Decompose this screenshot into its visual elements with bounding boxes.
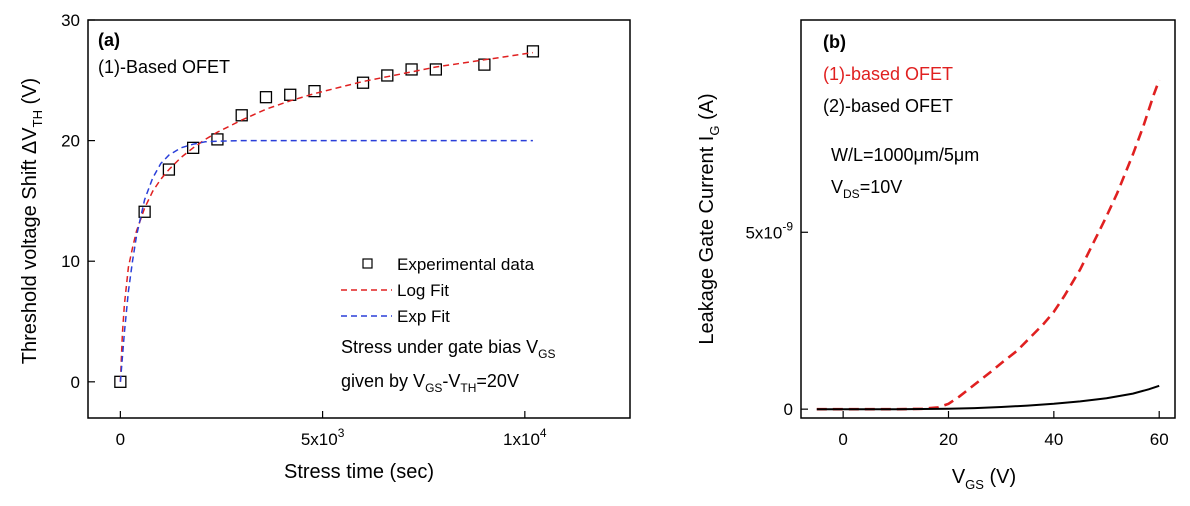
panel-a-y-tick-label: 10: [61, 252, 80, 271]
stress-note-line2-c: =20V: [476, 371, 519, 391]
panel-b-y-axis-title-sub: G: [707, 126, 722, 136]
panel-a-y-tick-label: 30: [61, 11, 80, 30]
panel-b-note-vds-sub: DS: [843, 187, 860, 201]
stress-note-line2-sub1: GS: [425, 381, 442, 395]
legend-label-experimental: Experimental data: [397, 255, 535, 274]
panel-b-note-wl: W/L=1000μm/5μm: [831, 145, 979, 165]
stress-note-line1-sub: GS: [538, 347, 555, 361]
legend-marker-experimental: [362, 258, 373, 269]
panel-b-series: [816, 79, 1161, 411]
panel-b-x-tick-label: 60: [1150, 430, 1169, 449]
stress-note-line2: given by VGS-VTH=20V: [341, 371, 519, 395]
stress-note-line2-b: -V: [442, 371, 460, 391]
panel-b-y-axis-title: Leakage Gate Current IG (A): [696, 93, 722, 344]
panel-a-y-axis-title: Threshold voltage Shift ΔVTH (V): [19, 78, 45, 364]
panel-b-series-line-1-based-ofet: [816, 79, 1161, 411]
panel-b-note-vds: VDS=10V: [831, 177, 902, 201]
stress-note-line2-sub2: TH: [460, 381, 476, 395]
panel-b-x-axis-title-sub: GS: [965, 477, 984, 492]
panel-a-y-axis-title-sub: TH: [30, 110, 45, 127]
panel-b-note-vds-v: V: [831, 177, 843, 197]
panel-b-label: (b): [823, 32, 846, 52]
panel-a-point-experimental-data: [405, 63, 418, 76]
panel-a-device-annotation: (1)-Based OFET: [98, 57, 230, 77]
panel-a-point-experimental-data: [138, 205, 151, 218]
panel-a-series-line-exp-fit: [119, 139, 533, 382]
legend-label-exp-fit: Exp Fit: [397, 307, 450, 326]
panel-a-point-experimental-data: [187, 141, 200, 154]
panel-b-note-vds-val: =10V: [860, 177, 903, 197]
panel-b-legend-series2: (2)-based OFET: [823, 96, 953, 116]
panel-a-y-tick-label: 20: [61, 132, 80, 151]
panel-a-series: [114, 45, 540, 388]
panel-a-point-experimental-data: [162, 163, 176, 176]
panel-a-label: (a): [98, 30, 120, 50]
panel-b-legend-series1: (1)-based OFET: [823, 64, 953, 84]
panel-a-ticks: 0 5x103 1x104 0 10 20 30: [61, 11, 547, 449]
panel-a-series-line-log-fit: [119, 51, 534, 382]
panel-a-x-tick-label: 0: [116, 430, 125, 449]
panel-b-y-axis-title-unit: (A): [696, 93, 718, 125]
panel-b-x-axis-title: VGS (V): [952, 466, 1016, 492]
panel-b: 0 20 40 60 0 5x10-9 (b) (1)-based OFET (2)-ba…: [696, 19, 1176, 492]
panel-a-frame: [87, 19, 631, 419]
panel-a: 0 5x103 1x104 0 10 20 30 (a) (1)-Based OFET Ex…: [19, 11, 631, 483]
panel-a-point-experimental-data: [429, 63, 443, 76]
stress-note-line1: Stress under gate bias VGS: [341, 337, 555, 361]
panel-b-x-axis-title-v: V: [952, 466, 966, 488]
panel-b-y-tick-label: 0: [784, 400, 793, 419]
panel-a-point-experimental-data: [259, 91, 273, 104]
panel-a-y-tick-label: 0: [71, 373, 80, 392]
legend-label-log-fit: Log Fit: [397, 281, 449, 300]
panel-b-x-tick-label: 40: [1044, 430, 1063, 449]
panel-a-point-experimental-data: [381, 69, 394, 82]
panel-b-x-axis-title-unit: (V): [984, 466, 1016, 488]
panel-a-x-tick-label: 1x104: [503, 426, 547, 449]
panel-a-point-experimental-data: [478, 58, 491, 71]
panel-b-y-tick-label: 5x10-9: [745, 219, 793, 242]
panel-b-x-tick-label: 0: [838, 430, 847, 449]
panel-a-point-experimental-data: [526, 45, 540, 58]
panel-b-ticks: 0 20 40 60 0 5x10-9: [745, 219, 1168, 449]
panel-a-point-experimental-data: [284, 88, 297, 101]
panel-b-y-axis-title-text: Leakage Gate Current I: [696, 136, 718, 345]
panel-b-series-line-2-based-ofet: [816, 384, 1160, 411]
stress-note-line2-a: given by V: [341, 371, 425, 391]
panel-a-point-experimental-data: [211, 133, 224, 146]
stress-note-line1-text: Stress under gate bias V: [341, 337, 538, 357]
panel-a-x-tick-label: 5x103: [301, 426, 345, 449]
panel-b-x-tick-label: 20: [939, 430, 958, 449]
panel-a-point-experimental-data: [308, 85, 321, 98]
panel-b-frame: [800, 19, 1176, 419]
panel-a-y-axis-title-text: Threshold voltage Shift ΔV: [19, 127, 41, 364]
panel-a-legend: Experimental data Log Fit Exp Fit: [341, 255, 535, 326]
panel-a-y-axis-title-unit: (V): [19, 78, 41, 110]
panel-a-x-axis-title: Stress time (sec): [284, 461, 434, 483]
